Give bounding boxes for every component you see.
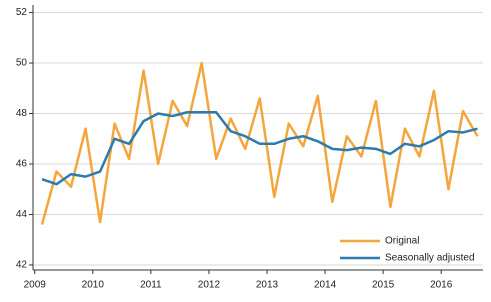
x-tick-label: 2012 — [198, 280, 221, 291]
y-tick-label: 44 — [16, 209, 28, 220]
y-tick-label: 42 — [16, 260, 28, 271]
x-tick-label: 2011 — [140, 280, 162, 291]
y-tick-label: 48 — [16, 108, 28, 119]
series-line — [40, 61, 479, 225]
y-tick-label: 50 — [16, 58, 28, 69]
y-tick-label: 52 — [16, 7, 28, 18]
y-tick-label: 46 — [16, 159, 28, 170]
legend-label: Seasonally adjusted — [385, 253, 475, 264]
x-tick-label: 2009 — [24, 280, 47, 291]
x-tick-label: 2015 — [372, 280, 395, 291]
legend-label: Original — [385, 236, 419, 247]
x-tick-label: 2014 — [314, 280, 337, 291]
x-tick-label: 2016 — [430, 280, 453, 291]
x-tick-label: 2013 — [256, 280, 279, 291]
series-line — [41, 111, 478, 186]
x-tick-label: 2010 — [82, 280, 105, 291]
